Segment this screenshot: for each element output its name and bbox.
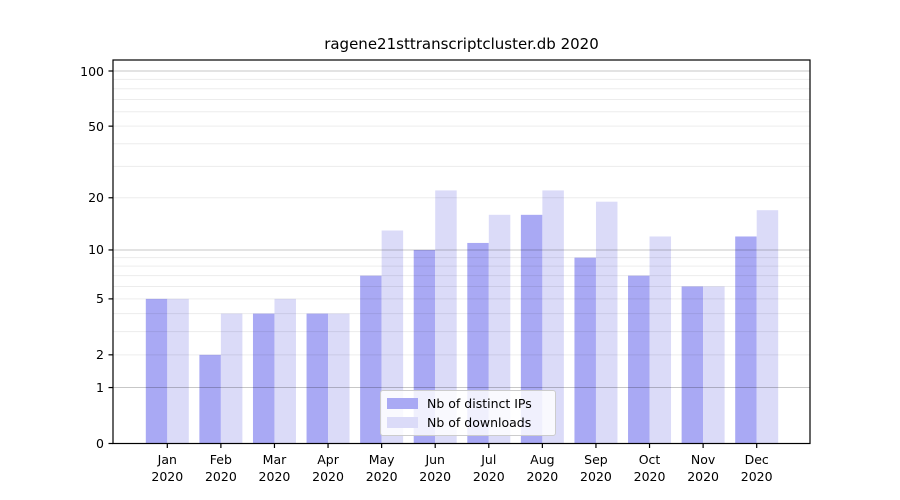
- x-tick-label-jan: Jan 2020: [151, 452, 184, 484]
- x-tick-label-may: May 2020: [365, 452, 398, 484]
- bar-distinct-ips-nov: [681, 286, 704, 444]
- bar-downloads-mar: [274, 298, 296, 444]
- legend-label-downloads: Nb of downloads: [427, 415, 532, 430]
- plot-border: [112, 59, 811, 445]
- x-tick-label-oct: Oct 2020: [633, 452, 666, 484]
- bar-downloads-jul: [488, 214, 511, 444]
- x-tick-label-nov: Nov 2020: [687, 452, 720, 484]
- bar-distinct-ips-aug: [520, 214, 543, 444]
- bar-downloads-aug: [542, 190, 564, 444]
- y-tick-label: 2: [96, 347, 104, 363]
- bar-distinct-ips-sep: [574, 257, 596, 444]
- bar-downloads-nov: [703, 286, 725, 444]
- y-tick-label: 100: [80, 63, 104, 79]
- bar-downloads-jan: [167, 298, 189, 444]
- y-tick-label: 50: [88, 118, 104, 134]
- bar-distinct-ips-oct: [628, 275, 650, 444]
- legend-swatch-downloads: [387, 417, 418, 428]
- y-tick-label: 0: [96, 436, 104, 451]
- bar-downloads-feb: [220, 313, 243, 444]
- bar-distinct-ips-apr: [306, 313, 329, 444]
- bar-distinct-ips-mar: [252, 313, 275, 444]
- bar-downloads-dec: [756, 210, 779, 444]
- bar-downloads-sep: [595, 201, 618, 444]
- x-tick-label-apr: Apr 2020: [312, 452, 344, 484]
- y-tick-label: 5: [96, 291, 104, 307]
- chart-title: ragene21sttranscriptcluster.db 2020: [324, 35, 599, 53]
- legend-label-distinct-ips: Nb of distinct IPs: [427, 396, 532, 411]
- legend: Nb of distinct IPs Nb of downloads: [380, 390, 556, 436]
- y-tick-label: 1: [96, 380, 104, 396]
- x-tick-label-aug: Aug 2020: [526, 452, 559, 484]
- x-tick-label-mar: Mar 2020: [258, 452, 291, 484]
- y-tick-label: 10: [88, 242, 104, 258]
- bar-distinct-ips-jan: [145, 298, 168, 444]
- bar-downloads-jun: [435, 190, 457, 444]
- x-tick-label-sep: Sep 2020: [580, 452, 612, 484]
- x-tick-label-feb: Feb 2020: [204, 452, 237, 484]
- legend-item-distinct-ips: Nb of distinct IPs: [387, 396, 549, 411]
- x-tick-label-jun: Jun 2020: [419, 452, 452, 484]
- x-tick-label-dec: Dec 2020: [740, 452, 773, 484]
- legend-swatch-distinct-ips: [387, 398, 418, 409]
- bar-distinct-ips-dec: [735, 236, 757, 444]
- bar-distinct-ips-feb: [199, 354, 221, 444]
- bar-downloads-apr: [328, 313, 350, 444]
- y-tick-label: 20: [88, 190, 104, 206]
- bar-distinct-ips-may: [360, 275, 382, 444]
- x-tick-label-jul: Jul 2020: [472, 452, 505, 484]
- legend-item-downloads: Nb of downloads: [387, 415, 549, 430]
- bar-downloads-oct: [649, 236, 672, 444]
